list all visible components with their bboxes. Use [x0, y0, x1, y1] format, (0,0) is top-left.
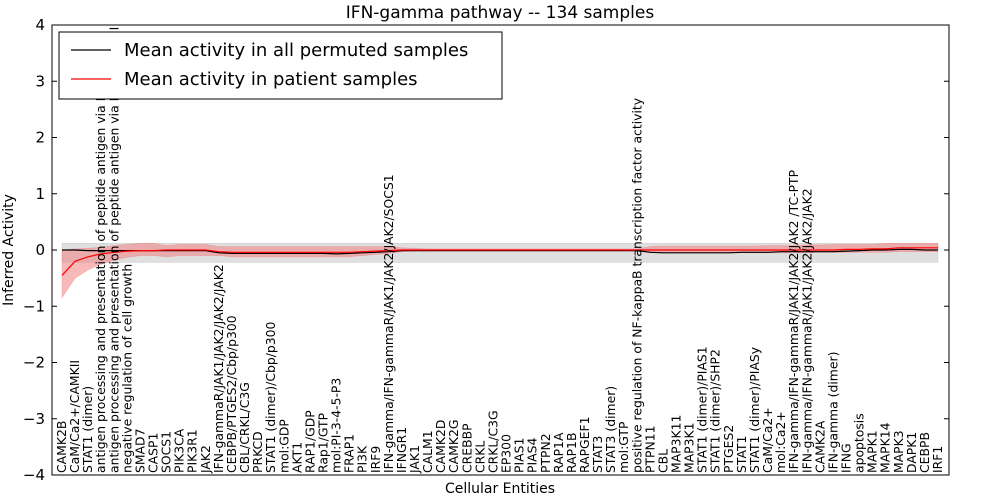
x-tick-label-crkl-c3g: CRKL/C3G: [486, 410, 501, 473]
x-tick-label-frap1: FRAP1: [342, 434, 357, 473]
x-tick-label-mapk14: MAPK14: [878, 422, 893, 473]
band-patient: [61, 243, 939, 299]
x-tick-label-camk2a: CAMK2A: [812, 420, 827, 473]
x-tick-label-ifng: IFNG: [839, 443, 854, 473]
x-tick-label-jak1: JAK1: [407, 445, 422, 474]
x-tick-label-casp1: CASP1: [146, 433, 161, 473]
legend-label-patient: Mean activity in patient samples: [124, 69, 418, 90]
x-tick-label-map3k11: MAP3K11: [669, 415, 684, 473]
y-tick-label: −2: [23, 354, 45, 372]
chart-title: IFN-gamma pathway -- 134 samples: [346, 3, 655, 23]
x-tick-label-stat3: STAT3: [590, 436, 605, 473]
x-tick-label-stat1-dimer: STAT1 (dimer): [80, 386, 95, 473]
y-tick-label: 2: [35, 129, 45, 147]
x-tick-label-cbl-crkl-c3g: CBL/CRKL/C3G: [237, 382, 252, 473]
y-tick-label: −1: [23, 297, 45, 315]
x-tick-label-pi3k: PI3K: [355, 445, 370, 473]
x-tick-label-rapgef1: RAPGEF1: [577, 417, 592, 474]
x-tick-label-mol-gtp: mol:GTP: [616, 421, 631, 473]
x-tick-label-ifn-gamma-ifn-gammar-jak1-jak2-jak2-tc-p: IFN-gamma/IFN-gammaR/JAK1/JAK2/JAK2 /TC-…: [786, 169, 801, 473]
x-tick-label-pias4: PIAS4: [525, 438, 540, 473]
x-tick-label-cbl: CBL: [655, 449, 670, 473]
confidence-bands: [61, 243, 939, 299]
x-tick-label-ifn-gammar-jak1-jak2-jak2-jak2: IFN-gammaR/JAK1/JAK2/JAK2/JAK2: [211, 264, 226, 473]
x-tick-label-camk2b: CAMK2B: [54, 421, 69, 473]
x-tick-label-ep300: EP300: [499, 434, 514, 473]
x-tick-label-antigen-processing-and-presentation-of-p: antigen processing and presentation of p…: [93, 30, 108, 473]
y-tick-label: 0: [35, 241, 45, 259]
y-axis-title: Inferred Activity: [1, 194, 17, 306]
x-tick-label-mapk3: MAPK3: [891, 430, 906, 473]
x-tick-label-rap1-gtp: Rap1/GTP: [316, 412, 331, 473]
legend-box: [58, 31, 503, 100]
x-tick-label-akt1: AKT1: [289, 442, 304, 473]
series-lines: [61, 247, 938, 276]
x-tick-label-ifn-gamma-dimer: IFN-gamma (dimer): [825, 352, 840, 473]
y-tick-label: 3: [35, 72, 45, 90]
x-tick-label-ifn-gamma-ifn-gammar-jak1-jak2-jak2-socs: IFN-gamma/IFN-gammaR/JAK1/JAK2/JAK2/SOCS…: [381, 174, 396, 473]
x-tick-label-stat1-dimer-piasy: STAT1 (dimer)/PIASy: [747, 347, 762, 473]
x-tick-label-mapk1: MAPK1: [865, 430, 880, 473]
x-tick-label-jak2: JAK2: [198, 445, 213, 474]
y-axis: −4 −3 −2 −1 0 1 2 3 4: [23, 16, 949, 484]
x-tick-label-rap1b: RAP1B: [564, 433, 579, 473]
legend: Mean activity in all permuted samples Me…: [58, 31, 503, 100]
series-line-patient: [61, 247, 938, 276]
x-tick-label-smad7: SMAD7: [132, 429, 147, 473]
y-tick-label: 1: [35, 185, 45, 203]
x-tick-label-camk2d: CAMK2D: [433, 420, 448, 473]
x-tick-label-ptpn11: PTPN11: [642, 425, 657, 473]
x-tick-label-socs1: SOCS1: [159, 431, 174, 473]
x-tick-label-cebpb: CEBPB: [917, 432, 932, 473]
x-tick-label-stat1: STAT1: [734, 436, 749, 473]
y-tick-label: −4: [23, 466, 45, 484]
legend-label-permuted: Mean activity in all permuted samples: [124, 40, 468, 61]
x-tick-label-crkl: CRKL: [472, 441, 487, 473]
x-tick-label-stat1-dimer-cbp-p300: STAT1 (dimer)/Cbp/p300: [263, 321, 278, 473]
x-tick-label-irf1: IRF1: [930, 446, 945, 473]
x-tick-label-mol-ca2: mol:Ca2+: [773, 411, 788, 473]
x-axis-title: Cellular Entities: [445, 481, 555, 497]
x-tick-label-negative-regulation-of-cell-growth: negative regulation of cell growth: [119, 264, 134, 473]
x-tick-label-cam-ca2-camkii: CaM/Ca2+/CAMKII: [67, 360, 82, 473]
x-tick-label-apoptosis: apoptosis: [852, 413, 867, 473]
x-tick-label-rap1-gdp: RAP1/GDP: [302, 410, 317, 473]
x-tick-label-pias1: PIAS1: [512, 438, 527, 473]
x-tick-label-prkcd: PRKCD: [250, 431, 265, 473]
y-tick-label: 4: [35, 16, 45, 34]
y-tick-label: −3: [23, 410, 45, 428]
x-tick-label-mol-pi-3-4-5-p3: mol:PI-3-4-5-P3: [329, 378, 344, 473]
x-tick-label-rap1a: RAP1A: [551, 432, 566, 473]
x-tick-label-pik3r1: PIK3R1: [185, 429, 200, 473]
x-tick-label-irf9: IRF9: [368, 446, 383, 473]
x-tick-label-map3k1: MAP3K1: [682, 422, 697, 473]
x-tick-label-antigen-processing-and-presentation-of-p: antigen processing and presentation of p…: [106, 27, 121, 473]
x-tick-label-crebbp: CREBBP: [459, 423, 474, 473]
x-tick-label-ifngr1: IFNGR1: [394, 427, 409, 473]
x-tick-label-ptges2: PTGES2: [721, 425, 736, 473]
x-tick-label-positive-regulation-of-nf-kappab-transcr: positive regulation of NF-kappaB transcr…: [629, 98, 644, 473]
x-tick-label-cebpb-ptges2-cbp-p300: CEBPB/PTGES2/Cbp/p300: [224, 315, 239, 473]
x-tick-label-camk2g: CAMK2G: [446, 420, 461, 473]
x-tick-label-ptpn2: PTPN2: [538, 433, 553, 473]
x-tick-label-mol-gdp: mol:GDP: [276, 419, 291, 473]
x-tick-label-calm1: CALM1: [420, 430, 435, 473]
x-tick-label-pik3ca: PIK3CA: [172, 428, 187, 473]
x-tick-label-dapk1: DAPK1: [904, 432, 919, 473]
x-tick-label-stat3-dimer: STAT3 (dimer): [603, 386, 618, 473]
x-tick-label-stat1-dimer-shp2: STAT1 (dimer)/SHP2: [708, 349, 723, 473]
x-tick-label-stat1-dimer-pias1: STAT1 (dimer)/PIAS1: [695, 346, 710, 473]
x-tick-label-ifn-gamma-ifn-gammar-jak1-jak2-jak2-jak2: IFN-gamma/IFN-gammaR/JAK1/JAK2/JAK2/JAK2: [799, 188, 814, 473]
x-tick-label-cam-ca2: CaM/Ca2+: [760, 407, 775, 473]
